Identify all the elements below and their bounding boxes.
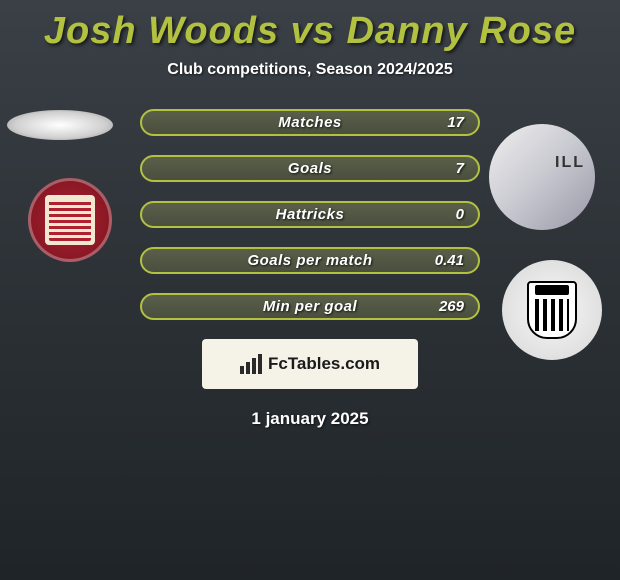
stat-row: Min per goal 269 (140, 293, 480, 320)
stats-area: Matches 17 Goals 7 Hattricks 0 Goals per… (0, 109, 620, 320)
infographic-container: Josh Woods vs Danny Rose Club competitio… (0, 0, 620, 429)
stat-row: Goals per match 0.41 (140, 247, 480, 274)
stat-value-right: 0.41 (435, 252, 464, 269)
stat-value-right: 0 (456, 206, 464, 223)
stat-label: Matches (278, 114, 342, 131)
stat-row: Hattricks 0 (140, 201, 480, 228)
icon-bar (252, 358, 256, 374)
stat-rows: Matches 17 Goals 7 Hattricks 0 Goals per… (140, 109, 480, 320)
icon-bar (240, 366, 244, 374)
brand-text: FcTables.com (268, 354, 380, 374)
icon-bar (246, 362, 250, 374)
stat-row: Matches 17 (140, 109, 480, 136)
stat-row: Goals 7 (140, 155, 480, 182)
footer-date: 1 january 2025 (0, 409, 620, 429)
brand-box: FcTables.com (202, 339, 418, 389)
bar-chart-icon (240, 354, 262, 374)
page-subtitle: Club competitions, Season 2024/2025 (0, 61, 620, 79)
stat-value-right: 269 (439, 298, 464, 315)
stat-label: Min per goal (263, 298, 357, 315)
icon-bar (258, 354, 262, 374)
stat-label: Hattricks (276, 206, 345, 223)
stat-value-right: 17 (447, 114, 464, 131)
stat-value-right: 7 (456, 160, 464, 177)
stat-label: Goals per match (247, 252, 372, 269)
page-title: Josh Woods vs Danny Rose (0, 10, 620, 53)
stat-label: Goals (288, 160, 332, 177)
